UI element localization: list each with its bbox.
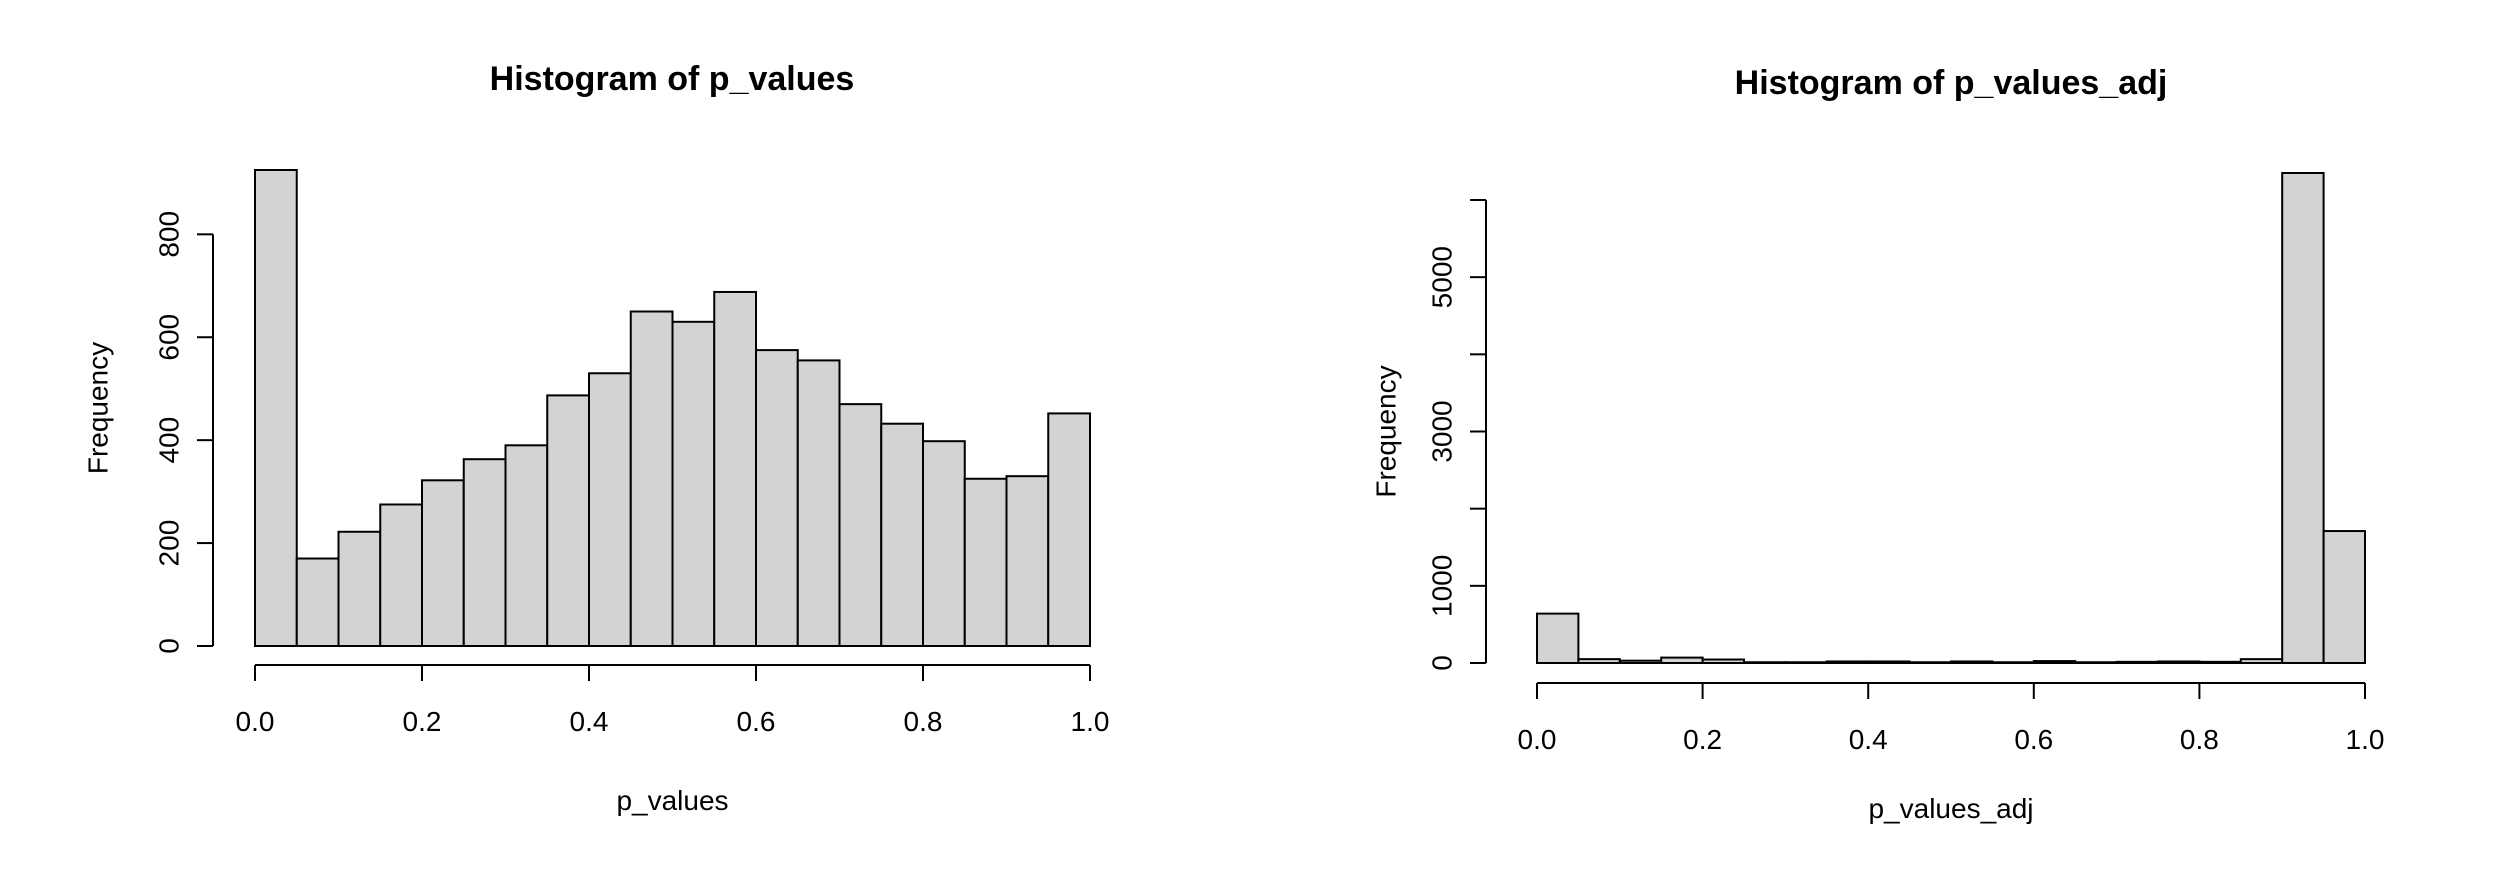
x-tick-label: 0.0 [236,706,275,737]
histogram-bar [1618,659,1663,664]
histogram-bar [1536,612,1580,665]
y-tick-label: 400 [153,417,184,464]
x-tick-label: 0.8 [2180,724,2219,755]
histogram-bar [337,530,382,648]
histogram-bar [1005,475,1050,647]
x-tick-label: 0.8 [904,706,943,737]
histogram-bar [1660,656,1704,664]
histogram-bar [629,310,674,647]
x-tick-label: 0.2 [403,706,442,737]
histogram-bar [421,479,465,647]
y-tick-label: 800 [153,211,184,258]
y-tick-label: 600 [153,314,184,361]
histogram-bar [1908,661,1952,664]
histogram-bar [1743,661,1787,664]
y-tick-label: 1000 [1426,555,1457,617]
histogram-bar [2157,660,2201,664]
histogram-bar [713,290,757,647]
histogram-bar [504,444,549,647]
histogram-bar [379,503,423,647]
x-tick-label: 0.6 [2014,724,2053,755]
histogram-bar [1825,660,1870,664]
chart-title: Histogram of p_values_adj [1735,64,2168,102]
histogram-bar [588,372,632,647]
histogram-bar [1784,661,1828,664]
chart-title: Histogram of p_values [490,60,855,98]
histogram-bar [963,477,1008,647]
x-tick-label: 0.0 [1518,724,1557,755]
y-tick-label: 0 [1426,655,1457,671]
x-tick-label: 1.0 [2346,724,2385,755]
y-tick-label: 200 [153,520,184,567]
histogram-bar [2322,530,2367,664]
histogram-bar [796,359,841,647]
histogram-bar [755,349,799,647]
y-tick-label: 0 [153,638,184,654]
histogram-bar [1991,661,2035,664]
histogram-bar [1577,658,1621,664]
x-tick-label: 1.0 [1071,706,1110,737]
x-axis-label: p_values [616,785,728,816]
histogram-bar [880,422,924,647]
x-tick-label: 0.4 [570,706,609,737]
histogram-bar [2032,660,2077,665]
histogram-bar [838,403,883,647]
histogram-bar [1047,412,1091,647]
x-tick-label: 0.6 [737,706,776,737]
histogram-bar [254,169,298,647]
histogram-bar [2239,658,2284,664]
histogram-bar [295,557,340,647]
y-tick-label: 5000 [1426,246,1457,308]
x-tick-label: 0.4 [1849,724,1888,755]
histogram-bar [671,320,716,647]
histogram-bar [2281,171,2325,664]
x-axis-label: p_values_adj [1868,793,2033,824]
y-tick-label: 3000 [1426,400,1457,462]
histogram-bar [546,394,590,647]
histogram-bar [2074,661,2118,664]
y-axis-label: Frequency [1370,365,1401,497]
histogram-bar [922,440,966,647]
histogram-bar [2115,660,2160,665]
x-tick-label: 0.2 [1683,724,1722,755]
histogram-bar [1867,660,1911,664]
histogram-bar [462,458,507,647]
histogram-bar [1950,660,1994,664]
y-axis-label: Frequency [82,342,113,474]
histogram-bar [1701,658,1745,665]
histogram-bar [2198,660,2242,665]
